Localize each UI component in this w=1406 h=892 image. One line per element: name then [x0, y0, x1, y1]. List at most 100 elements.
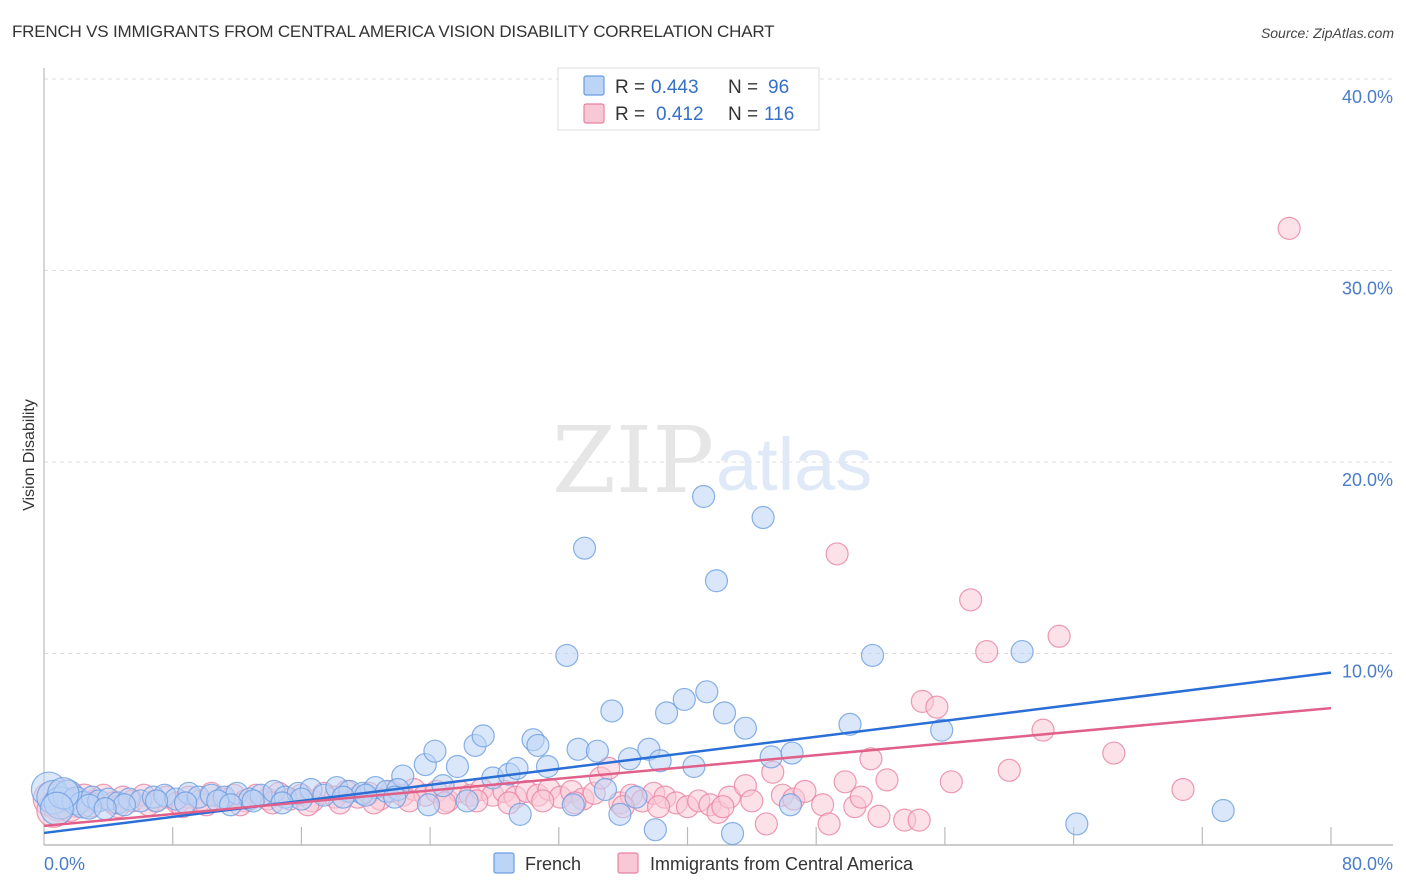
data-point	[561, 793, 585, 817]
data-point	[997, 758, 1021, 782]
data-point	[712, 701, 737, 725]
y-axis-label: Vision Disability	[21, 399, 38, 511]
data-point	[691, 484, 716, 509]
data-point	[849, 785, 873, 809]
data-point	[833, 770, 857, 794]
data-point	[608, 802, 632, 826]
bottom-legend-swatch-french	[493, 852, 515, 874]
y-tick-label: 30.0%	[1342, 279, 1393, 299]
data-point	[672, 687, 696, 712]
data-point	[423, 739, 447, 763]
bottom-legend-swatch-immigrants	[617, 852, 639, 874]
data-point	[838, 712, 862, 736]
data-point	[930, 718, 954, 742]
data-point	[740, 789, 764, 813]
data-point	[704, 569, 729, 593]
data-point	[600, 699, 624, 723]
legend-r-label-immigrants: R =	[615, 104, 645, 125]
data-point	[585, 739, 610, 763]
data-point	[416, 793, 441, 817]
data-point	[431, 774, 455, 798]
y-tick-label: 40.0%	[1342, 87, 1393, 107]
data-point	[572, 536, 597, 560]
watermark-zip: ZIP	[552, 407, 714, 514]
legend-swatch-french	[583, 75, 605, 96]
data-point	[720, 821, 745, 846]
data-point	[817, 812, 841, 836]
y-tick-labels: 10.0% 20.0% 30.0% 40.0%	[1342, 87, 1393, 682]
watermark-atlas: atlas	[716, 423, 872, 506]
trend-line-immigrants	[43, 706, 1332, 828]
data-point	[112, 793, 137, 817]
data-point	[754, 812, 778, 836]
data-point	[1211, 798, 1235, 823]
data-point	[1102, 741, 1126, 765]
data-point	[793, 779, 817, 803]
series-french-points	[30, 484, 1235, 846]
data-point	[654, 701, 679, 725]
data-point	[875, 768, 899, 792]
data-point	[751, 505, 775, 530]
x-tick-label-min: 0.0%	[44, 854, 85, 874]
data-point	[383, 785, 407, 809]
legend-n-label-french: N =	[728, 77, 758, 98]
axes	[43, 68, 1393, 846]
trend-lines	[43, 671, 1332, 835]
data-point	[1010, 639, 1034, 664]
data-points	[30, 216, 1301, 846]
legend-n-value-immigrants: 116	[764, 104, 794, 125]
bottom-legend-label-french: French	[525, 854, 581, 874]
data-point	[959, 588, 983, 612]
data-point	[526, 733, 550, 758]
data-point	[975, 639, 999, 664]
legend-swatch-immigrants	[583, 103, 605, 124]
data-point	[825, 542, 849, 566]
data-point	[1277, 216, 1301, 240]
legend-r-label-french: R =	[615, 77, 645, 98]
data-point	[531, 789, 555, 813]
legend-r-value-immigrants: 0.412	[656, 104, 704, 125]
series-immigrants-points	[32, 216, 1301, 836]
data-point	[925, 695, 949, 719]
y-tick-label: 10.0%	[1342, 662, 1393, 682]
data-point	[759, 745, 783, 769]
source-label: Source: ZipAtlas.com	[1260, 25, 1394, 41]
legend-box: R = 0.443 N = 96 R = 0.412 N = 116	[557, 67, 820, 131]
data-point	[1065, 812, 1089, 836]
legend-r-value-french: 0.443	[651, 77, 699, 98]
data-point	[695, 680, 719, 704]
legend-n-value-french: 96	[768, 77, 789, 98]
data-point	[624, 785, 648, 809]
bottom-legend: French Immigrants from Central America	[493, 852, 914, 874]
data-point	[93, 797, 117, 821]
data-point	[145, 789, 169, 813]
data-point	[455, 789, 479, 813]
data-point	[173, 791, 198, 815]
data-point	[1031, 718, 1055, 742]
data-point	[733, 716, 758, 740]
chart-title: FRENCH VS IMMIGRANTS FROM CENTRAL AMERIC…	[12, 22, 775, 41]
data-point	[939, 770, 963, 794]
data-point	[535, 754, 560, 779]
data-point	[860, 643, 885, 668]
data-point	[867, 804, 891, 828]
data-point	[1047, 624, 1071, 648]
data-point	[471, 724, 495, 748]
bottom-legend-label-immigrants: Immigrants from Central America	[650, 854, 914, 874]
data-point	[445, 754, 470, 779]
legend-n-label-immigrants: N =	[728, 104, 758, 125]
data-point	[859, 747, 883, 771]
data-point	[555, 643, 579, 668]
data-point	[1171, 777, 1195, 802]
data-point	[646, 795, 671, 819]
data-point	[780, 741, 804, 765]
watermark: ZIP atlas	[552, 407, 872, 514]
data-point	[907, 808, 931, 832]
grid-lines	[44, 78, 1393, 654]
data-point	[711, 795, 735, 819]
data-point	[219, 793, 243, 817]
data-point	[593, 777, 618, 802]
data-point	[508, 802, 532, 826]
data-point	[643, 818, 667, 842]
